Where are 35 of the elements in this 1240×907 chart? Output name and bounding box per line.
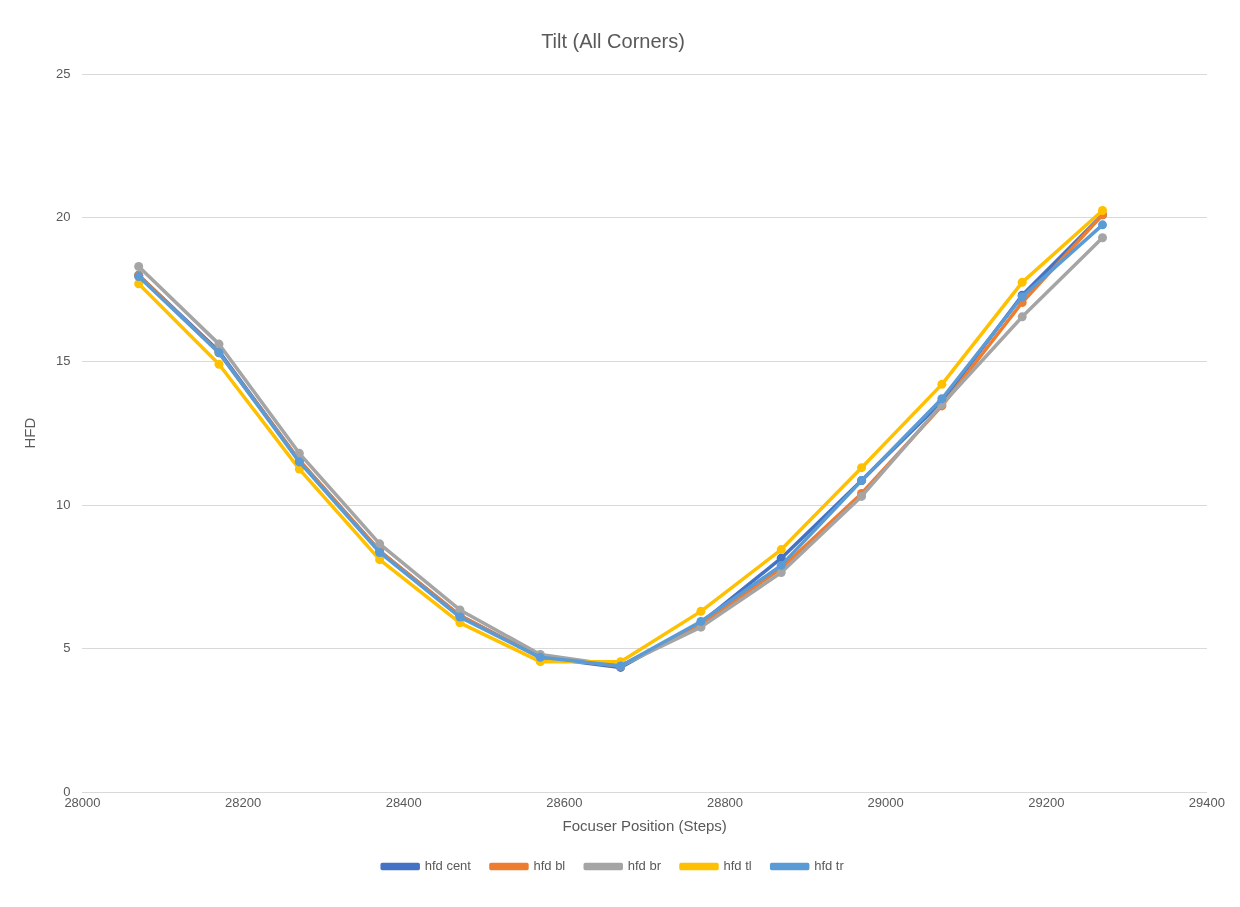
y-tick-label: 10 bbox=[55, 496, 71, 512]
x-tick-label: 28600 bbox=[546, 794, 583, 810]
x-tick-label: 29200 bbox=[1028, 794, 1065, 810]
y-tick-label: 25 bbox=[55, 65, 71, 81]
point bbox=[294, 448, 304, 458]
legend-label: hfd tl bbox=[723, 858, 752, 874]
point bbox=[134, 262, 144, 272]
x-tick-label: 29000 bbox=[867, 794, 904, 810]
point bbox=[857, 463, 867, 473]
point bbox=[1017, 312, 1027, 322]
point bbox=[696, 606, 706, 616]
legend-label: hfd tr bbox=[814, 858, 845, 874]
x-tick-label: 29400 bbox=[1188, 794, 1225, 810]
point bbox=[1098, 206, 1108, 215]
y-tick-label: 0 bbox=[63, 783, 71, 799]
legend-label: hfd bl bbox=[533, 858, 566, 874]
y-tick-label: 5 bbox=[63, 640, 71, 656]
point bbox=[937, 379, 947, 389]
y-tick-label: 15 bbox=[55, 352, 71, 368]
point bbox=[776, 545, 786, 555]
y-tick-label: 20 bbox=[55, 209, 71, 225]
point bbox=[1098, 220, 1108, 230]
y-axis-title: HFD bbox=[21, 417, 39, 449]
point bbox=[1098, 233, 1108, 243]
point bbox=[375, 539, 385, 549]
point bbox=[214, 339, 224, 349]
point bbox=[214, 359, 224, 369]
x-tick-label: 28800 bbox=[706, 794, 744, 810]
chart-title: Tilt (All Corners) bbox=[541, 29, 685, 52]
x-tick-label: 28200 bbox=[225, 794, 262, 810]
x-tick-label: 28400 bbox=[385, 794, 422, 810]
x-axis-title: Focuser Position (Steps) bbox=[562, 817, 727, 835]
legend-label: hfd cent bbox=[424, 858, 472, 874]
point bbox=[1017, 277, 1027, 287]
legend-label: hfd br bbox=[627, 858, 662, 874]
